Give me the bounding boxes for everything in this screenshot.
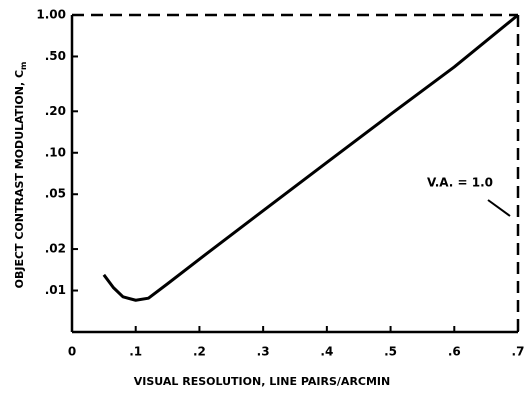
y-tick-label: .05 (45, 187, 66, 201)
y-tick-label: 1.00 (36, 8, 66, 22)
annotation-arrow (487, 199, 511, 217)
y-axis-label-text: OBJECT CONTRAST MODULATION, C (13, 70, 26, 288)
x-tick-label: .2 (193, 345, 206, 359)
x-tick-label: .3 (257, 345, 270, 359)
y-tick-label: .02 (45, 242, 66, 256)
x-tick-label: .4 (320, 345, 333, 359)
x-tick-label: .7 (512, 345, 525, 359)
y-axis-label-subscript: m (19, 62, 28, 70)
y-tick-label: .01 (45, 283, 66, 297)
x-tick-label: .5 (384, 345, 397, 359)
x-tick-label: .6 (448, 345, 461, 359)
x-tick-label: 0 (68, 345, 76, 359)
annotation: V.A. = 1.0 (427, 176, 493, 190)
y-axis-label: OBJECT CONTRAST MODULATION, Cm (13, 62, 28, 289)
data-line (102, 13, 519, 302)
y-tick-label: .20 (45, 104, 66, 118)
x-axis-label: VISUAL RESOLUTION, LINE PAIRS/ARCMIN (134, 375, 390, 388)
y-tick-label: .10 (45, 145, 66, 159)
x-tick-label: .1 (129, 345, 142, 359)
y-tick-label: .50 (45, 49, 66, 63)
